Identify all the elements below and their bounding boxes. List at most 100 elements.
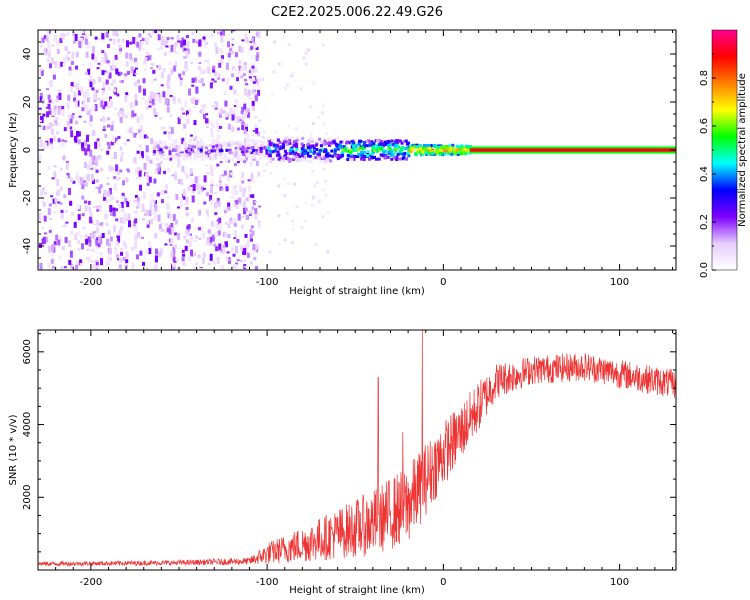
heatmap-cell: [98, 142, 101, 148]
heatmap-cell: [360, 157, 363, 161]
heatmap-cell: [166, 203, 170, 211]
heatmap-cell: [242, 157, 246, 161]
heatmap-cell: [252, 149, 256, 153]
heatmap-cell: [59, 186, 63, 192]
heatmap-cell: [464, 151, 468, 155]
heatmap-cell: [306, 146, 310, 150]
heatmap-cell: [377, 139, 381, 142]
heatmap-cell: [177, 117, 181, 124]
heatmap-cell: [128, 199, 132, 202]
heatmap-cell: [283, 149, 287, 153]
heatmap-cell: [306, 159, 310, 163]
heatmap-cell: [101, 70, 105, 76]
heatmap-cell: [184, 100, 188, 108]
heatmap-cell: [116, 93, 120, 97]
heatmap-cell: [194, 235, 198, 240]
heatmap-cell: [396, 153, 400, 156]
heatmap-cell: [218, 112, 222, 118]
heatmap-cell: [102, 81, 106, 89]
heatmap-cell: [149, 203, 153, 211]
heatmap-cell: [214, 192, 218, 195]
heatmap-cell: [180, 153, 184, 157]
heatmap-cell: [181, 166, 185, 173]
heatmap-cell: [39, 262, 43, 270]
heatmap-cell: [159, 141, 163, 145]
heatmap-cell: [183, 39, 186, 46]
heatmap-cell: [164, 97, 168, 104]
heatmap-cell: [186, 153, 190, 156]
heatmap-cell: [269, 149, 273, 153]
heatmap-cell: [404, 147, 408, 150]
heatmap-cell: [303, 219, 307, 223]
heatmap-cell: [226, 78, 230, 85]
heatmap-cell: [177, 159, 181, 166]
heatmap-cell: [422, 146, 425, 150]
heatmap-cell: [58, 255, 62, 260]
heatmap-cell: [193, 77, 197, 83]
heatmap-cell: [198, 51, 202, 57]
heatmap-cell: [74, 100, 78, 108]
heatmap-cell: [299, 87, 303, 91]
heatmap-cell: [277, 214, 281, 218]
heatmap-cell: [418, 146, 422, 150]
heatmap-cell: [320, 159, 324, 163]
heatmap-cell: [323, 156, 327, 160]
heatmap-cell: [246, 133, 250, 139]
heatmap-cell: [95, 89, 99, 93]
heatmap-cell: [192, 138, 196, 142]
heatmap-cell: [85, 51, 89, 58]
heatmap-cell: [192, 183, 196, 191]
heatmap-cell: [134, 100, 138, 106]
heatmap-cell: [112, 135, 115, 143]
heatmap-cell: [210, 169, 214, 176]
heatmap-cell: [370, 152, 374, 156]
heatmap-cell: [139, 113, 143, 121]
heatmap-cell: [145, 145, 149, 153]
heatmap-cell: [106, 177, 110, 180]
heatmap-cell: [70, 263, 74, 269]
heatmap-cell: [60, 167, 63, 171]
heatmap-cell: [346, 158, 350, 161]
heatmap-cell: [172, 262, 176, 268]
heatmap-cell: [114, 54, 118, 60]
heatmap-cell: [91, 53, 95, 60]
heatmap-cell: [205, 126, 209, 129]
heatmap-cell: [181, 249, 185, 253]
heatmap-cell: [339, 140, 343, 144]
heatmap-cell: [174, 60, 178, 67]
heatmap-cell: [224, 241, 228, 244]
heatmap-cell: [81, 213, 85, 217]
heatmap-cell: [352, 157, 356, 161]
heatmap-cell: [207, 236, 211, 242]
heatmap-cell: [150, 81, 154, 84]
heatmap-cell: [38, 213, 42, 220]
heatmap-cell: [153, 107, 157, 115]
heatmap-cell: [171, 174, 175, 177]
heatmap-cell: [285, 211, 289, 215]
heatmap-cell: [106, 44, 110, 49]
heatmap-cell: [83, 91, 86, 99]
heatmap-cell: [220, 149, 224, 153]
heatmap-cell: [255, 151, 259, 155]
heatmap-cell: [194, 176, 198, 184]
heatmap-cell: [158, 224, 162, 230]
heatmap-cell: [362, 158, 366, 162]
heatmap-cell: [62, 34, 66, 37]
heatmap-cell: [242, 189, 246, 195]
heatmap-cell: [205, 240, 209, 245]
heatmap-cell: [47, 263, 51, 269]
heatmap-cell: [154, 255, 158, 263]
heatmap-cell: [386, 155, 390, 159]
heatmap-cell: [119, 146, 123, 151]
heatmap-cell: [121, 192, 125, 197]
heatmap-cell: [318, 137, 321, 141]
heatmap-cell: [87, 163, 90, 170]
heatmap-cell: [145, 249, 149, 253]
heatmap-cell: [138, 155, 142, 159]
heatmap-cell: [253, 257, 257, 261]
heatmap-cell: [377, 148, 381, 152]
heatmap-cell: [109, 205, 113, 212]
heatmap-cell: [167, 74, 171, 82]
heatmap-cell: [169, 157, 173, 161]
heatmap-cell: [47, 41, 51, 44]
